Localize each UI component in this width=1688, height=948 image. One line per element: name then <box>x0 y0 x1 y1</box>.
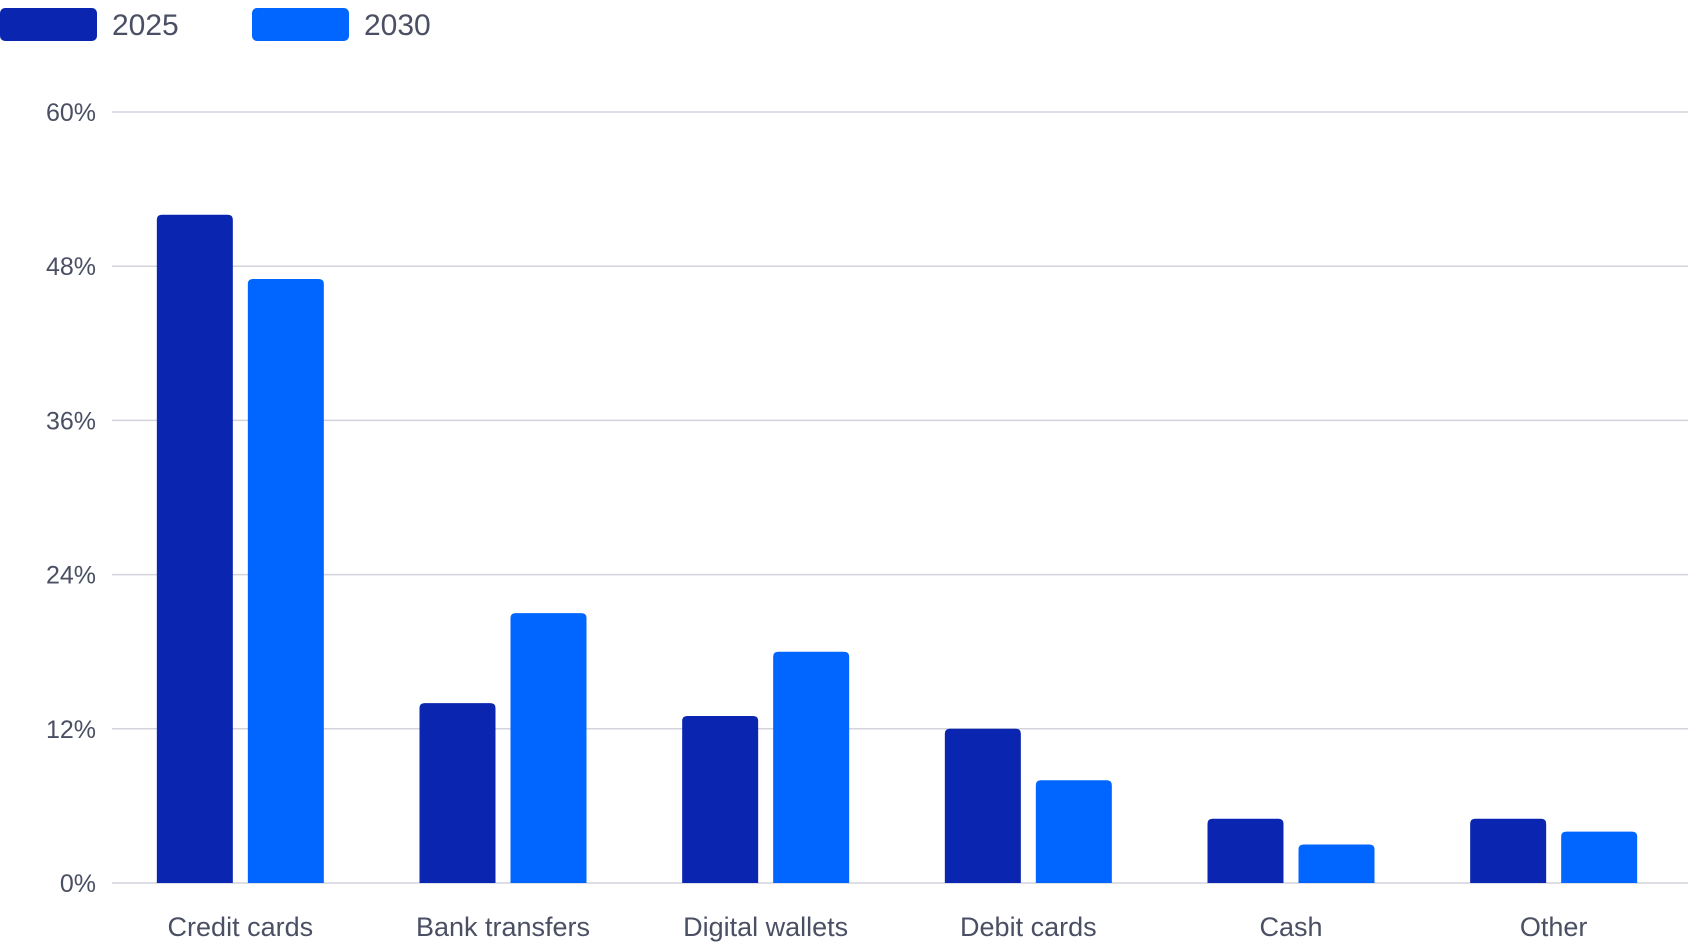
y-tick-label: 0% <box>60 870 96 898</box>
bar-cash-2025 <box>1207 818 1284 883</box>
y-tick-label: 24% <box>46 562 96 590</box>
x-tick-label: Debit cards <box>960 912 1097 942</box>
bar-debit-cards-2025 <box>944 728 1021 883</box>
bar-credit-cards-2030 <box>247 279 324 883</box>
legend-swatch-2025 <box>0 8 97 41</box>
legend-label-2030: 2030 <box>364 9 431 42</box>
x-tick-label: Other <box>1520 912 1588 942</box>
bar-digital-wallets-2030 <box>773 651 850 883</box>
legend-swatch-2030 <box>252 8 349 41</box>
y-tick-label: 48% <box>46 253 96 281</box>
y-axis: 0% 12% 24% 36% 48% 60% <box>46 99 96 898</box>
x-tick-label: Digital wallets <box>683 912 848 942</box>
x-tick-label: Bank transfers <box>416 912 590 942</box>
x-tick-label: Cash <box>1259 912 1322 942</box>
bar-other-2025 <box>1470 818 1547 883</box>
x-tick-label: Credit cards <box>168 912 314 942</box>
bar-bank-transfers-2025 <box>419 703 496 883</box>
y-tick-label: 60% <box>46 99 96 127</box>
y-tick-label: 12% <box>46 716 96 744</box>
bar-bank-transfers-2030 <box>510 613 587 883</box>
legend-label-2025: 2025 <box>112 9 179 42</box>
gridlines <box>112 111 1688 884</box>
bar-digital-wallets-2025 <box>682 715 759 883</box>
legend: 2025 2030 <box>0 8 431 42</box>
bar-cash-2030 <box>1298 844 1375 883</box>
bar-credit-cards-2025 <box>156 214 233 884</box>
bar-other-2030 <box>1561 831 1638 883</box>
y-tick-label: 36% <box>46 407 96 435</box>
bars <box>156 214 1638 884</box>
x-axis: Credit cards Bank transfers Digital wallet… <box>168 912 1588 942</box>
bar-debit-cards-2030 <box>1035 780 1112 883</box>
